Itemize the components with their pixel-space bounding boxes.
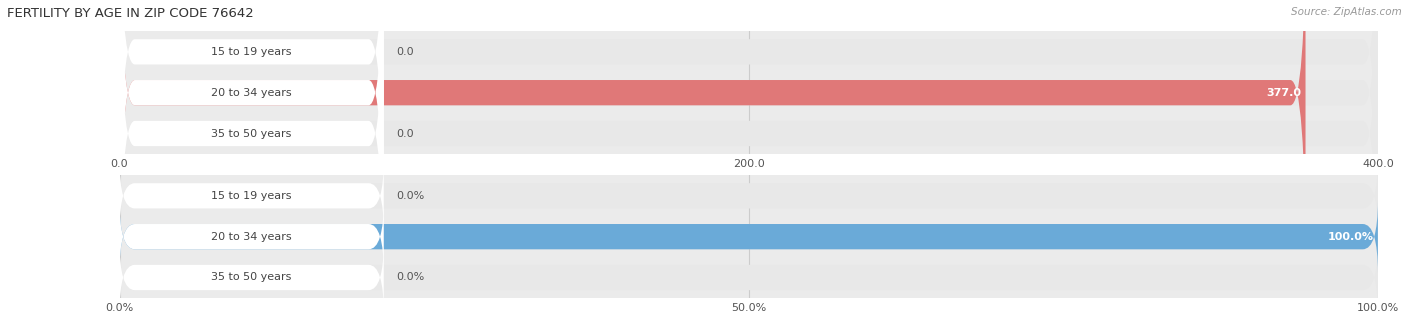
FancyBboxPatch shape — [120, 200, 1378, 273]
Text: 20 to 34 years: 20 to 34 years — [211, 232, 292, 242]
Text: 20 to 34 years: 20 to 34 years — [211, 88, 292, 98]
Text: 100.0%: 100.0% — [1329, 232, 1374, 242]
FancyBboxPatch shape — [120, 200, 1378, 273]
Text: FERTILITY BY AGE IN ZIP CODE 76642: FERTILITY BY AGE IN ZIP CODE 76642 — [7, 7, 253, 20]
Text: 0.0: 0.0 — [396, 128, 413, 138]
Text: 15 to 19 years: 15 to 19 years — [211, 191, 292, 201]
Text: 0.0%: 0.0% — [396, 191, 425, 201]
Text: 0.0%: 0.0% — [396, 272, 425, 282]
Text: 35 to 50 years: 35 to 50 years — [211, 128, 292, 138]
FancyBboxPatch shape — [120, 241, 384, 314]
FancyBboxPatch shape — [120, 0, 1306, 276]
FancyBboxPatch shape — [120, 200, 384, 273]
FancyBboxPatch shape — [120, 0, 1378, 235]
FancyBboxPatch shape — [120, 0, 384, 235]
FancyBboxPatch shape — [120, 0, 384, 317]
FancyBboxPatch shape — [120, 160, 1378, 232]
Text: 15 to 19 years: 15 to 19 years — [211, 47, 292, 57]
Text: 377.0: 377.0 — [1267, 88, 1302, 98]
Text: 0.0: 0.0 — [396, 47, 413, 57]
FancyBboxPatch shape — [120, 241, 1378, 314]
FancyBboxPatch shape — [120, 0, 1378, 317]
FancyBboxPatch shape — [120, 0, 1378, 276]
Text: 35 to 50 years: 35 to 50 years — [211, 272, 292, 282]
FancyBboxPatch shape — [120, 160, 384, 232]
FancyBboxPatch shape — [120, 0, 384, 276]
Text: Source: ZipAtlas.com: Source: ZipAtlas.com — [1291, 7, 1402, 17]
